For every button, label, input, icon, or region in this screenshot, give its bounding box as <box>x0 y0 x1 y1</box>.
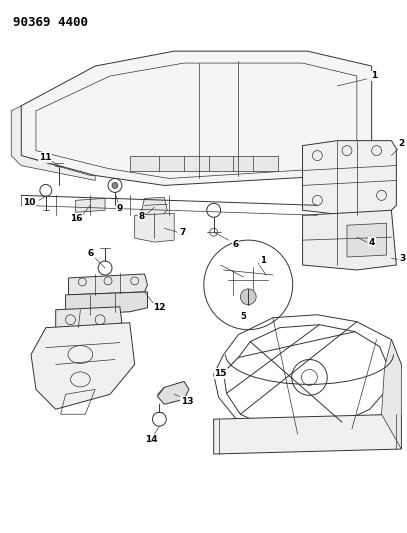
Text: 7: 7 <box>179 228 185 237</box>
Polygon shape <box>302 211 396 270</box>
Text: 8: 8 <box>138 212 145 221</box>
Text: 6: 6 <box>232 240 239 248</box>
Polygon shape <box>347 223 387 257</box>
Polygon shape <box>158 382 189 404</box>
Text: 4: 4 <box>368 238 375 247</box>
Text: 2: 2 <box>398 139 405 148</box>
Text: 15: 15 <box>214 369 227 378</box>
Text: 9: 9 <box>117 204 123 213</box>
Polygon shape <box>135 213 174 242</box>
Text: 90369 4400: 90369 4400 <box>13 17 88 29</box>
Circle shape <box>112 182 118 188</box>
Text: 11: 11 <box>39 153 51 162</box>
Text: 6: 6 <box>87 248 93 257</box>
Text: 16: 16 <box>70 214 83 223</box>
Polygon shape <box>381 340 401 449</box>
Polygon shape <box>75 198 105 212</box>
Polygon shape <box>66 292 147 315</box>
Text: 14: 14 <box>145 434 158 443</box>
Text: 12: 12 <box>153 303 166 312</box>
Circle shape <box>241 289 256 305</box>
Polygon shape <box>11 106 95 181</box>
Polygon shape <box>21 51 372 185</box>
Text: 5: 5 <box>241 312 246 321</box>
Text: 3: 3 <box>399 254 405 263</box>
Text: 10: 10 <box>23 198 35 207</box>
Polygon shape <box>130 156 278 171</box>
Polygon shape <box>56 307 122 330</box>
Polygon shape <box>142 197 167 216</box>
Text: 1: 1 <box>260 255 266 264</box>
Polygon shape <box>302 141 396 215</box>
Text: 13: 13 <box>181 397 193 406</box>
Text: 1: 1 <box>372 71 378 80</box>
Polygon shape <box>31 322 135 409</box>
Polygon shape <box>68 274 147 295</box>
Polygon shape <box>214 414 401 454</box>
